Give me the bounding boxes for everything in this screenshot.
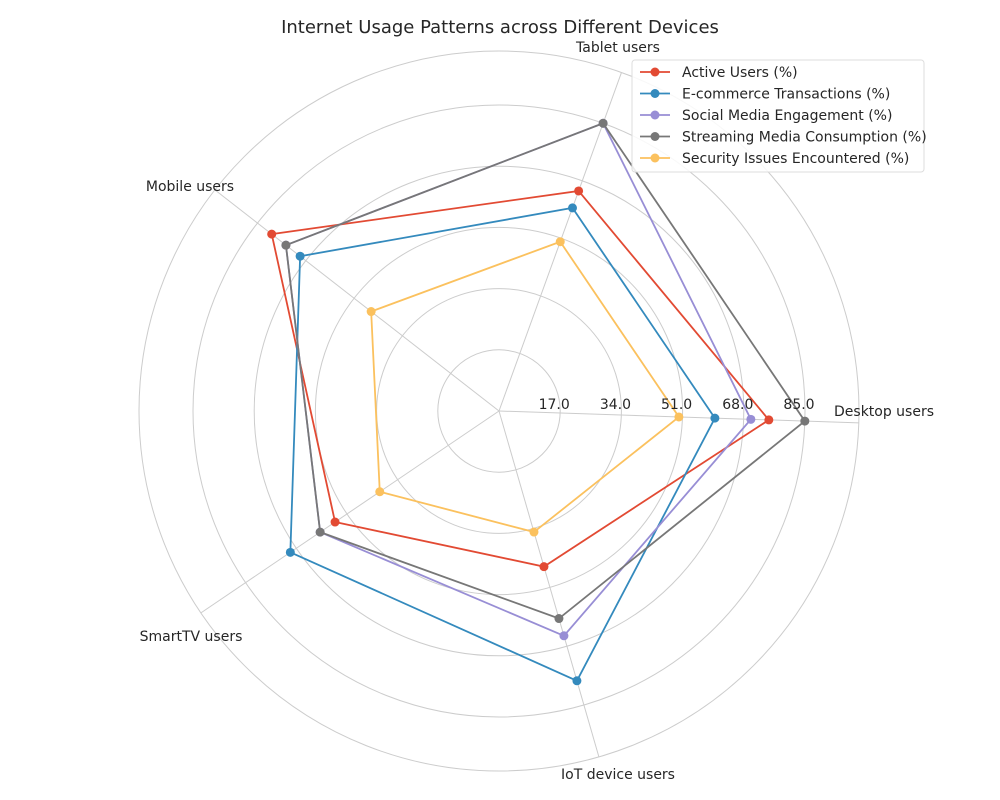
series-point: [555, 237, 565, 247]
series-line: [284, 122, 807, 620]
series-line: [370, 240, 681, 534]
series-point: [554, 614, 564, 624]
radar-grid: [138, 50, 860, 772]
legend-label: E-commerce Transactions (%): [682, 87, 890, 103]
category-label: SmartTV users: [140, 629, 243, 645]
legend: Active Users (%) E-commerce Transactions …: [631, 59, 927, 173]
series-point: [764, 415, 774, 425]
series-point: [281, 240, 291, 250]
series-point: [529, 527, 539, 537]
legend-label: Streaming Media Consumption (%): [682, 130, 927, 146]
radial-tick-label: 68.0: [722, 397, 753, 413]
radial-tick-label: 51.0: [661, 397, 692, 413]
series-point: [375, 487, 385, 497]
legend-box: [631, 59, 925, 173]
category-label: IoT device users: [561, 767, 675, 783]
series-point: [574, 186, 584, 196]
series-line: [270, 189, 771, 568]
series-point: [800, 416, 810, 426]
radial-tick-label: 34.0: [600, 397, 631, 413]
legend-marker: [650, 89, 660, 98]
category-label: Tablet users: [575, 40, 660, 56]
series-point: [295, 251, 305, 261]
series-point: [267, 229, 277, 239]
grid-circle: [138, 50, 860, 772]
grid-circle: [253, 165, 745, 657]
category-label: Mobile users: [146, 179, 234, 195]
grid-circle: [314, 226, 684, 596]
chart-title: Internet Usage Patterns across Different…: [281, 17, 719, 38]
grid-circle: [437, 349, 561, 473]
grid-spoke: [214, 189, 500, 412]
series-point: [330, 517, 340, 527]
legend-marker: [650, 110, 660, 120]
legend-label: Active Users (%): [682, 65, 798, 81]
radial-tick-label: 17.0: [539, 397, 570, 413]
grid-spoke: [200, 410, 500, 614]
series-point: [366, 307, 376, 317]
legend-marker: [650, 132, 660, 141]
series-point: [572, 676, 582, 686]
radial-tick-label: 85.0: [783, 397, 814, 413]
legend-label: Security Issues Encountered (%): [682, 151, 909, 167]
series-point: [710, 413, 720, 423]
series-point: [315, 527, 325, 537]
series-point: [285, 547, 295, 557]
series-point: [567, 203, 577, 213]
series-point: [539, 562, 549, 572]
series-point: [559, 631, 569, 641]
legend-label: Social Media Engagement (%): [682, 108, 892, 124]
series-point: [746, 414, 756, 424]
legend-marker: [650, 67, 660, 77]
series-line: [289, 206, 716, 682]
grid-spoke: [498, 410, 600, 758]
radar-series: [267, 118, 810, 686]
radar-labels: 17.0 34.0 51.0 68.0 85.0 Desktop users Tablet …: [140, 40, 934, 783]
grid-circle: [192, 104, 806, 718]
series-point: [674, 412, 684, 422]
category-label: Desktop users: [834, 404, 934, 420]
legend-marker: [650, 153, 660, 163]
series-point: [598, 118, 608, 128]
